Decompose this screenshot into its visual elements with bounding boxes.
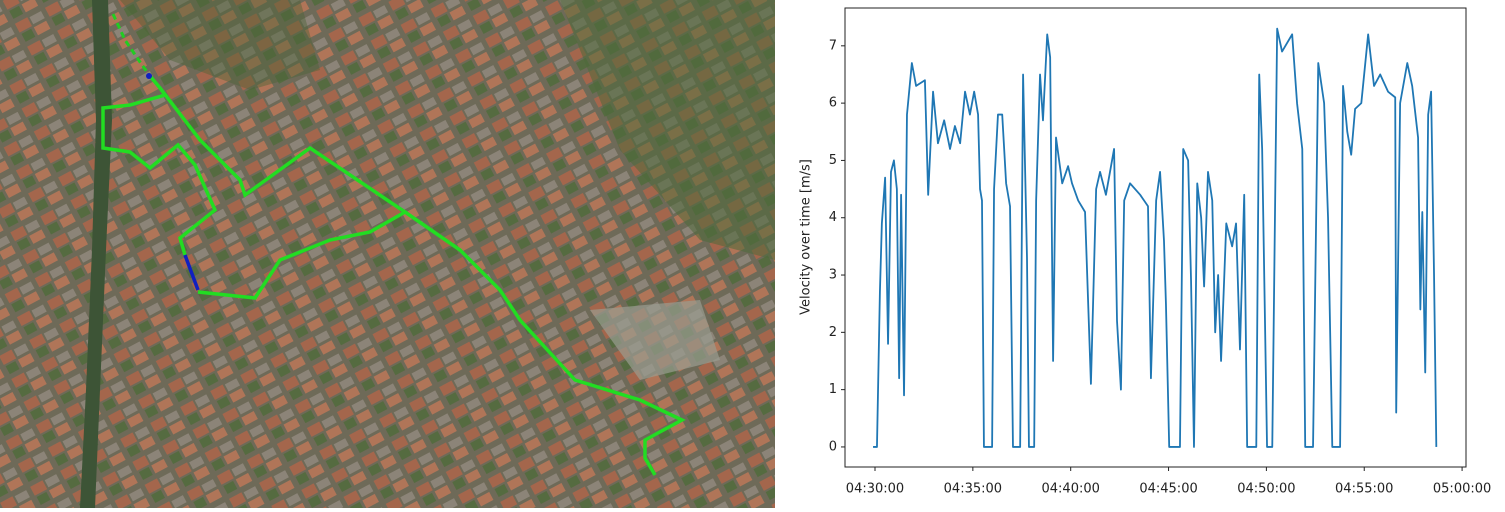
track-point [146,73,152,79]
x-tick-label: 04:35:00 [944,482,1002,497]
y-tick-label: 4 [829,210,837,225]
x-tick-label: 04:45:00 [1139,482,1197,497]
x-tick-label: 04:30:00 [846,482,904,497]
y-tick-label: 7 [829,38,837,53]
x-tick-label: 04:40:00 [1042,482,1100,497]
y-tick-label: 5 [829,153,837,168]
y-tick-label: 3 [829,268,837,283]
y-tick-label: 6 [829,96,837,111]
x-tick-label: 04:55:00 [1335,482,1393,497]
x-tick-label: 04:50:00 [1237,482,1295,497]
cemetery [590,300,720,380]
track [404,210,686,476]
velocity-line [873,27,1438,448]
green-area [560,0,775,260]
green-area [120,0,320,90]
y-tick-label: 1 [829,382,837,397]
map [0,0,775,508]
y-axis-label: Velocity over time [m/s] [799,159,814,315]
track [111,13,152,77]
track-gap [183,254,200,291]
x-tick-label: 05:00:00 [1433,482,1491,497]
y-tick-label: 0 [829,439,837,454]
y-tick-label: 2 [829,325,837,340]
